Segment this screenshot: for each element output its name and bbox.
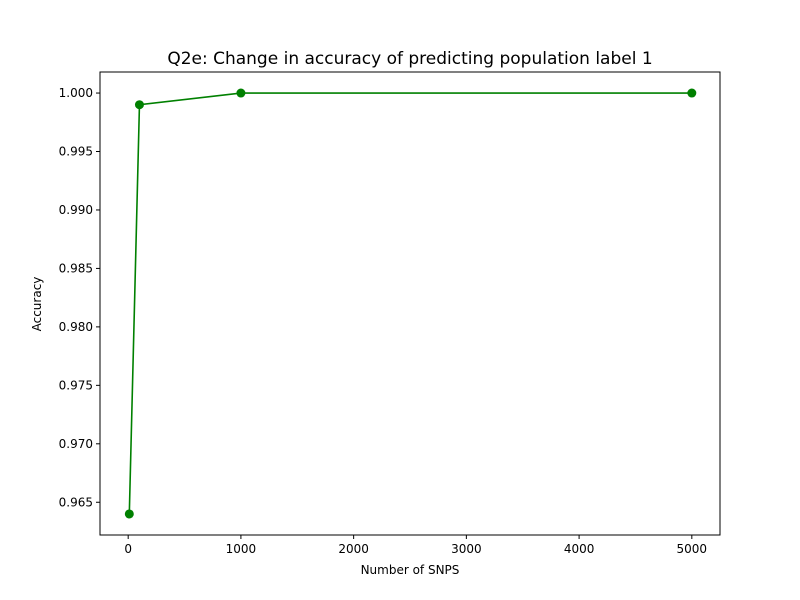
y-tick-label: 0.980 bbox=[59, 320, 93, 334]
data-point bbox=[236, 88, 246, 98]
x-tick-label: 4000 bbox=[564, 542, 595, 556]
y-axis-label: Accuracy bbox=[30, 277, 44, 332]
series-layer bbox=[124, 88, 697, 519]
x-tick-label: 0 bbox=[124, 542, 132, 556]
x-tick-label: 5000 bbox=[677, 542, 708, 556]
y-tick-label: 0.965 bbox=[59, 495, 93, 509]
data-point bbox=[124, 509, 134, 519]
y-tick-label: 0.985 bbox=[59, 261, 93, 275]
y-axis-ticks: 0.965 0.970 0.975 0.980 0.985 0.990 0.995 1.000 bbox=[59, 86, 100, 509]
x-axis-ticks: 0 1000 2000 3000 4000 5000 bbox=[124, 535, 707, 556]
y-tick-label: 1.000 bbox=[59, 86, 93, 100]
series-line bbox=[128, 92, 692, 514]
chart-title: Q2e: Change in accuracy of predicting po… bbox=[167, 49, 652, 69]
x-tick-label: 3000 bbox=[451, 542, 482, 556]
x-tick-label: 1000 bbox=[226, 542, 257, 556]
y-tick-label: 0.970 bbox=[59, 437, 93, 451]
y-tick-label: 0.995 bbox=[59, 145, 93, 159]
x-tick-label: 2000 bbox=[338, 542, 369, 556]
y-tick-label: 0.975 bbox=[59, 378, 93, 392]
plot-area-frame bbox=[99, 71, 721, 536]
x-axis-label: Number of SNPS bbox=[361, 563, 460, 577]
data-point bbox=[687, 88, 697, 98]
y-tick-label: 0.990 bbox=[59, 203, 93, 217]
data-point bbox=[134, 100, 144, 110]
